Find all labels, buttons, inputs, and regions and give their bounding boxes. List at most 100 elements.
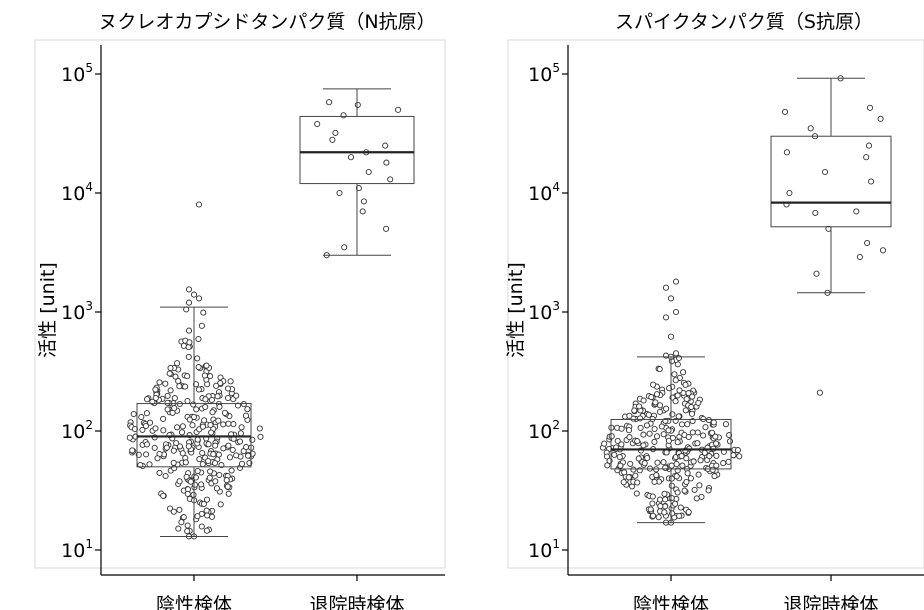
data-point — [182, 459, 189, 466]
data-point — [710, 419, 717, 426]
data-point — [186, 416, 193, 423]
data-point — [651, 478, 658, 485]
data-point — [234, 402, 242, 409]
data-point — [221, 409, 228, 416]
x-tick-label: 退院時検体 — [309, 594, 404, 610]
data-point — [682, 407, 689, 414]
data-point — [684, 470, 691, 477]
data-point — [196, 456, 203, 463]
data-point — [649, 493, 656, 500]
data-point — [706, 453, 713, 460]
data-point — [354, 101, 361, 108]
data-point — [203, 507, 210, 514]
data-point — [685, 433, 692, 441]
data-point — [189, 422, 196, 429]
data-point — [195, 335, 202, 343]
data-point — [184, 490, 191, 497]
data-point — [359, 208, 366, 215]
data-point — [866, 104, 874, 111]
data-point — [156, 469, 163, 476]
data-point — [684, 421, 691, 428]
data-point — [648, 393, 655, 401]
data-point — [213, 485, 220, 492]
x-tick-label: 退院時検体 — [783, 594, 878, 610]
data-point — [166, 370, 173, 377]
data-point — [176, 506, 183, 513]
data-point — [224, 394, 232, 402]
data-point — [204, 512, 211, 519]
data-point — [237, 430, 244, 437]
data-point — [633, 490, 640, 497]
data-point — [690, 458, 697, 465]
data-point — [164, 399, 171, 406]
data-point — [208, 429, 215, 436]
data-point — [225, 490, 232, 497]
data-point — [688, 410, 696, 417]
data-point — [194, 513, 201, 520]
y-tick-label: 102 — [528, 418, 560, 443]
data-point — [143, 451, 150, 458]
data-point — [636, 403, 643, 410]
iqr-box — [610, 418, 732, 470]
data-point — [395, 106, 402, 113]
data-point — [175, 525, 182, 532]
data-point — [626, 434, 633, 441]
data-point — [713, 440, 720, 447]
data-point — [216, 471, 223, 479]
data-point — [329, 136, 336, 143]
data-point — [682, 381, 689, 388]
data-point — [224, 483, 231, 490]
data-point — [611, 451, 618, 458]
data-point — [365, 168, 372, 176]
data-point — [712, 433, 719, 440]
data-point — [174, 424, 181, 431]
data-point — [332, 129, 339, 136]
data-point — [678, 421, 686, 428]
data-point — [736, 453, 743, 460]
data-point — [668, 475, 675, 482]
data-point — [651, 438, 658, 445]
data-point — [868, 178, 875, 185]
data-point — [879, 247, 887, 254]
data-point — [193, 406, 200, 413]
data-point — [671, 371, 678, 378]
data-point — [192, 474, 199, 481]
data-point — [807, 125, 814, 132]
data-point — [152, 425, 159, 432]
data-point — [213, 382, 220, 389]
data-point — [198, 322, 205, 329]
data-point — [668, 462, 675, 469]
data-point — [725, 458, 732, 465]
data-point — [195, 386, 202, 393]
data-point — [243, 443, 250, 451]
data-point — [249, 436, 256, 443]
data-point — [201, 372, 208, 379]
data-point — [641, 460, 648, 467]
data-point — [139, 426, 146, 433]
data-point — [198, 481, 205, 488]
data-point — [151, 444, 158, 451]
data-point — [194, 436, 201, 443]
data-point — [176, 478, 183, 485]
data-point — [702, 424, 709, 431]
data-point — [853, 208, 860, 215]
data-point — [199, 449, 206, 457]
data-point — [194, 467, 201, 475]
data-point — [709, 429, 716, 436]
data-point — [689, 393, 696, 400]
box-group-2 — [770, 75, 892, 396]
data-point — [184, 397, 191, 405]
data-point — [156, 379, 163, 386]
data-point — [203, 496, 211, 503]
y-tick-label: 104 — [528, 180, 560, 205]
data-point — [781, 108, 789, 115]
data-point — [640, 397, 647, 404]
data-point — [229, 446, 236, 453]
data-point — [632, 472, 639, 479]
data-point — [224, 385, 232, 392]
data-point — [210, 451, 217, 458]
data-point — [653, 391, 661, 398]
data-point — [634, 479, 641, 486]
data-point — [730, 452, 737, 459]
